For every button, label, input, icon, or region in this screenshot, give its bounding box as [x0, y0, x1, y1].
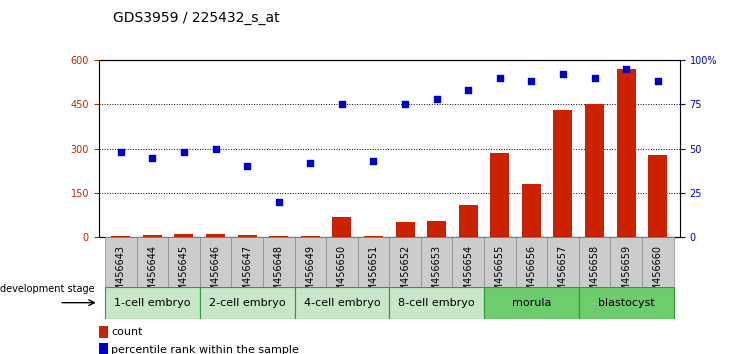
- Bar: [648, 155, 667, 237]
- Bar: [452, 237, 484, 287]
- Bar: [389, 287, 484, 319]
- Point: [304, 160, 316, 166]
- Text: GSM456648: GSM456648: [273, 245, 284, 304]
- Bar: [143, 235, 162, 237]
- Point: [210, 146, 221, 152]
- Point: [526, 79, 537, 84]
- Bar: [484, 237, 515, 287]
- Text: GSM456649: GSM456649: [306, 245, 315, 304]
- Text: percentile rank within the sample: percentile rank within the sample: [111, 345, 300, 354]
- Bar: [99, 343, 108, 354]
- Point: [336, 102, 348, 107]
- Point: [273, 199, 284, 205]
- Text: GSM456657: GSM456657: [558, 245, 568, 304]
- Bar: [168, 237, 200, 287]
- Text: GSM456656: GSM456656: [526, 245, 537, 304]
- Text: GSM456660: GSM456660: [653, 245, 663, 304]
- Text: GSM456658: GSM456658: [590, 245, 599, 304]
- Text: development stage: development stage: [0, 284, 94, 293]
- Text: GSM456646: GSM456646: [211, 245, 221, 304]
- Bar: [333, 217, 352, 237]
- Bar: [515, 237, 548, 287]
- Bar: [175, 234, 194, 237]
- Text: GSM456650: GSM456650: [337, 245, 347, 304]
- Text: GSM456643: GSM456643: [115, 245, 126, 304]
- Bar: [326, 237, 357, 287]
- Bar: [610, 237, 642, 287]
- Bar: [553, 110, 572, 237]
- Bar: [105, 287, 200, 319]
- Bar: [579, 287, 673, 319]
- Text: GDS3959 / 225432_s_at: GDS3959 / 225432_s_at: [113, 11, 280, 25]
- Point: [494, 75, 506, 81]
- Point: [399, 102, 411, 107]
- Point: [431, 96, 442, 102]
- Point: [115, 149, 126, 155]
- Bar: [617, 69, 636, 237]
- Bar: [263, 237, 295, 287]
- Text: GSM456652: GSM456652: [400, 245, 410, 304]
- Bar: [459, 205, 477, 237]
- Text: GSM456645: GSM456645: [179, 245, 189, 304]
- Bar: [301, 236, 319, 237]
- Point: [146, 155, 158, 160]
- Text: 2-cell embryo: 2-cell embryo: [209, 298, 285, 308]
- Bar: [295, 287, 389, 319]
- Point: [621, 66, 632, 72]
- Bar: [231, 237, 263, 287]
- Text: GSM456653: GSM456653: [431, 245, 442, 304]
- Bar: [200, 237, 231, 287]
- Bar: [421, 237, 452, 287]
- Text: 8-cell embryo: 8-cell embryo: [398, 298, 475, 308]
- Text: 4-cell embryo: 4-cell embryo: [303, 298, 380, 308]
- Point: [241, 164, 253, 169]
- Text: GSM456655: GSM456655: [495, 245, 505, 304]
- Point: [178, 149, 190, 155]
- Bar: [548, 237, 579, 287]
- Bar: [295, 237, 326, 287]
- Text: 1-cell embryo: 1-cell embryo: [114, 298, 191, 308]
- Text: GSM456659: GSM456659: [621, 245, 631, 304]
- Point: [588, 75, 600, 81]
- Bar: [642, 237, 673, 287]
- Bar: [579, 237, 610, 287]
- Bar: [357, 237, 389, 287]
- Bar: [238, 235, 257, 237]
- Bar: [105, 237, 137, 287]
- Bar: [522, 184, 541, 237]
- Text: GSM456647: GSM456647: [242, 245, 252, 304]
- Text: blastocyst: blastocyst: [598, 298, 654, 308]
- Text: morula: morula: [512, 298, 551, 308]
- Bar: [99, 326, 108, 338]
- Point: [368, 158, 379, 164]
- Bar: [427, 221, 446, 237]
- Bar: [111, 236, 130, 237]
- Bar: [395, 222, 414, 237]
- Point: [652, 79, 664, 84]
- Text: count: count: [111, 327, 143, 337]
- Bar: [200, 287, 295, 319]
- Text: GSM456644: GSM456644: [148, 245, 157, 304]
- Bar: [269, 236, 288, 237]
- Bar: [585, 104, 604, 237]
- Point: [463, 87, 474, 93]
- Bar: [206, 234, 225, 237]
- Bar: [137, 237, 168, 287]
- Text: GSM456651: GSM456651: [368, 245, 379, 304]
- Bar: [389, 237, 421, 287]
- Text: GSM456654: GSM456654: [463, 245, 473, 304]
- Bar: [491, 153, 510, 237]
- Bar: [364, 236, 383, 237]
- Point: [557, 72, 569, 77]
- Bar: [484, 287, 579, 319]
